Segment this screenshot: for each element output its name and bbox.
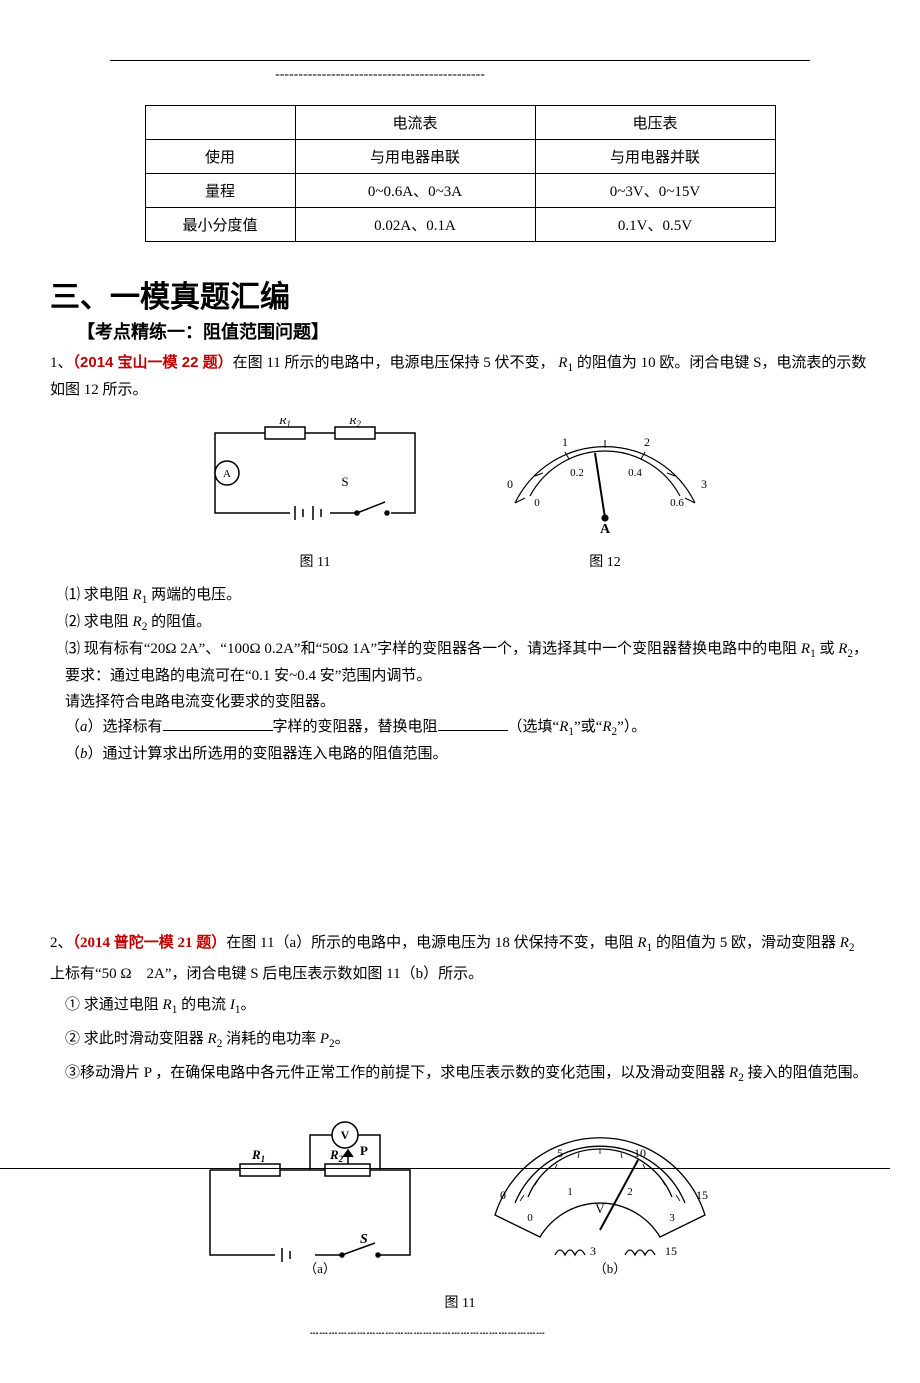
svg-text:（a）: （a） (304, 1261, 336, 1275)
fig12-caption: 图 12 (485, 551, 725, 575)
q2-figures: V R1 R2 P S （a） (50, 1105, 870, 1285)
svg-text:3: 3 (669, 1212, 675, 1224)
cross-rule (0, 1168, 890, 1169)
svg-text:10: 10 (634, 1146, 646, 1160)
q2-index: 2、 (50, 935, 73, 951)
svg-text:0: 0 (527, 1212, 533, 1224)
problem-2: 2、（2014 普陀一模 21 题）在图 11（a）所示的电路中，电源电压为 1… (50, 928, 870, 1316)
top-rule (110, 60, 810, 61)
svg-text:R2: R2 (329, 1147, 344, 1164)
sub-heading: 【考点精练一：阻值范围问题】 (50, 318, 870, 344)
td-val: 0.1V、0.5V (535, 208, 775, 242)
svg-text:5: 5 (557, 1146, 563, 1160)
q1-figures: R1 R2 A S 图 11 (50, 418, 870, 575)
svg-text:3: 3 (701, 477, 707, 491)
blank-1 (163, 730, 273, 731)
td-val: 0~0.6A、0~3A (295, 174, 535, 208)
table-row: 量程 0~0.6A、0~3A 0~3V、0~15V (145, 174, 775, 208)
table-row: 使用 与用电器串联 与用电器并联 (145, 140, 775, 174)
svg-text:0: 0 (534, 497, 540, 509)
td-val: 0.02A、0.1A (295, 208, 535, 242)
q1-stem-a: 在图 11 所示的电路中，电源电压保持 5 伏不变， (233, 355, 555, 371)
meter-table: 电流表 电压表 使用 与用电器串联 与用电器并联 量程 0~0.6A、0~3A … (145, 105, 776, 242)
fig11b-voltmeter: 0 5 10 15 0 1 2 3 V 3 15 （b） (460, 1105, 740, 1285)
td-label: 最小分度值 (145, 208, 295, 242)
svg-text:0: 0 (507, 477, 513, 491)
q2-p3: ③移动滑片 P ，在确保电路中各元件正常工作的前提下，求电压表示数的变化范围，以… (65, 1057, 870, 1091)
fig11-circuit: R1 R2 A S 图 11 (195, 418, 435, 575)
svg-text:2: 2 (627, 1186, 633, 1198)
q1-p2: ⑵ 求电阻 R2 的阻值。 (65, 610, 870, 637)
q1-pb: （b）通过计算求出所选用的变阻器连入电路的阻值范围。 (65, 742, 870, 768)
svg-text:V: V (341, 1128, 350, 1142)
voltmeter-svg: 0 5 10 15 0 1 2 3 V 3 15 （b） (460, 1105, 740, 1275)
svg-text:1: 1 (567, 1186, 573, 1198)
q2-stem: 2、（2014 普陀一模 21 题）在图 11（a）所示的电路中，电源电压为 1… (50, 928, 870, 990)
problem-1: 1、（2014 宝山一模 22 题）在图 11 所示的电路中，电源电压保持 5 … (50, 350, 870, 768)
td-val: 与用电器串联 (295, 140, 535, 174)
dashes-bottom: ┄┄┄┄┄┄┄┄┄┄┄┄┄┄┄┄┄┄┄┄┄┄┄┄┄ (310, 1326, 870, 1343)
fig11-caption: 图 11 (195, 551, 435, 575)
svg-text:P: P (360, 1143, 368, 1158)
q1-source: （2014 宝山一模 22 题） (73, 354, 233, 371)
section-heading: 三、一模真题汇编 (50, 272, 870, 316)
svg-text:R1: R1 (251, 1147, 265, 1164)
svg-text:0: 0 (500, 1188, 506, 1202)
svg-text:S: S (341, 474, 348, 489)
th-blank (145, 106, 295, 140)
td-val: 0~3V、0~15V (535, 174, 775, 208)
ammeter-svg: 0 1 2 3 0 0.2 0.4 0.6 A (485, 418, 725, 538)
q1-p3: ⑶ 现有标有“20Ω 2A”、“100Ω 0.2A”和“50Ω 1A”字样的变阻… (65, 637, 870, 690)
table-row: 最小分度值 0.02A、0.1A 0.1V、0.5V (145, 208, 775, 242)
svg-text:A: A (600, 522, 611, 537)
td-label: 使用 (145, 140, 295, 174)
td-label: 量程 (145, 174, 295, 208)
svg-text:2: 2 (644, 435, 650, 449)
circuit2-svg: V R1 R2 P S （a） (180, 1105, 440, 1275)
table-row: 电流表 电压表 (145, 106, 775, 140)
blank-2 (438, 730, 508, 731)
svg-text:0.4: 0.4 (628, 467, 642, 479)
circuit-svg: R1 R2 A S (195, 418, 435, 538)
q1-p4: 请选择符合电路电流变化要求的变阻器。 (65, 690, 870, 716)
q1-stem: 1、（2014 宝山一模 22 题）在图 11 所示的电路中，电源电压保持 5 … (50, 350, 870, 404)
svg-text:A: A (223, 468, 231, 480)
q2-p2: ② 求此时滑动变阻器 R2 消耗的电功率 P2。 (65, 1023, 870, 1057)
q1-pa: （a）选择标有字样的变阻器，替换电阻（选填“R1”或“R2”）。 (65, 715, 870, 742)
svg-text:1: 1 (562, 435, 568, 449)
td-val: 与用电器并联 (535, 140, 775, 174)
q1-index: 1、 (50, 355, 73, 371)
q1-p1: ⑴ 求电阻 R1 两端的电压。 (65, 583, 870, 610)
fig11-caption-b: 图 11 (50, 1292, 870, 1316)
th-voltmeter: 电压表 (535, 106, 775, 140)
svg-text:15: 15 (665, 1244, 677, 1258)
dashes-top: ----------------------------------------… (190, 67, 570, 83)
fig12-ammeter: 0 1 2 3 0 0.2 0.4 0.6 A 图 12 (485, 418, 725, 575)
q2-source: （2014 普陀一模 21 题） (73, 935, 227, 951)
q2-p1: ① 求通过电阻 R1 的电流 I1。 (65, 989, 870, 1023)
svg-text:15: 15 (696, 1188, 708, 1202)
th-ammeter: 电流表 (295, 106, 535, 140)
svg-text:（b）: （b） (594, 1261, 627, 1275)
svg-text:0.6: 0.6 (670, 497, 684, 509)
fig11a-circuit: V R1 R2 P S （a） (180, 1105, 440, 1285)
spacer (50, 768, 870, 928)
svg-text:3: 3 (590, 1244, 596, 1258)
svg-text:S: S (360, 1232, 368, 1247)
svg-text:0.2: 0.2 (570, 467, 584, 479)
svg-text:V: V (595, 1201, 605, 1216)
